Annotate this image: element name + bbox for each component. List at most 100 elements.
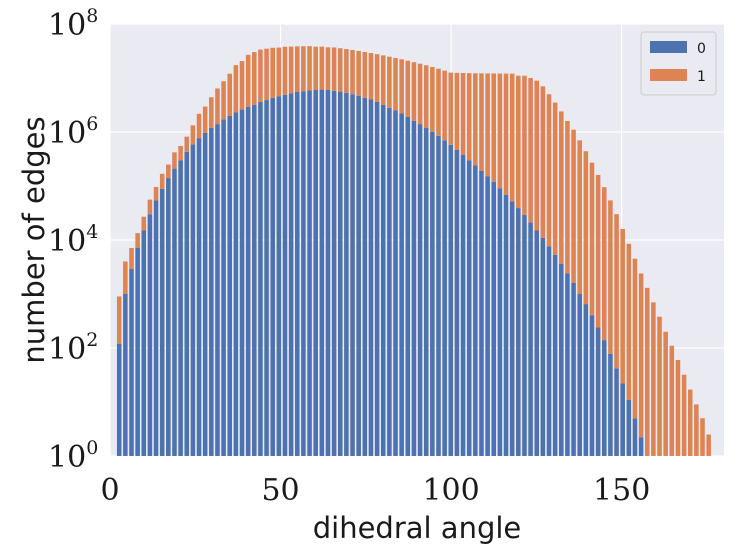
x-tick-label: 0 [100,473,119,508]
bar-series-1 [491,73,497,182]
legend-swatch-0 [650,41,687,53]
bar-series-0 [632,418,638,456]
bar-series-1 [552,102,558,255]
bar-series-1 [166,164,171,179]
y-tick-labels: 100 102 104 106 108 [48,5,98,475]
bar-series-0 [608,353,613,456]
bar-series-0 [473,165,478,456]
bar-series-0 [319,89,325,456]
bar-series-1 [706,434,711,456]
bar-series-0 [331,90,337,456]
bar-series-0 [399,113,404,456]
bar-series-1 [595,174,601,328]
bar-series-1 [442,70,447,141]
bar-series-1 [669,345,675,456]
bar-series-1 [123,261,128,294]
bar-series-0 [540,237,546,456]
bar-series-1 [700,418,705,456]
bar-series-0 [350,94,355,457]
bar-series-0 [565,273,570,456]
bar-series-1 [258,49,263,102]
bar-series-0 [307,90,312,456]
bar-series-0 [393,110,398,457]
bar-series-0 [344,92,349,457]
bar-series-0 [116,343,122,456]
bar-series-1 [430,66,435,132]
bar-series-1 [614,214,619,369]
bar-series-1 [411,62,417,121]
bar-series-0 [454,149,460,456]
bar-series-1 [534,80,539,231]
bar-series-0 [209,127,214,456]
bar-series-0 [227,115,232,456]
bar-series-0 [166,178,171,457]
bar-series-0 [509,201,515,456]
bar-series-1 [172,152,177,169]
bar-series-1 [325,47,331,90]
bar-series-1 [528,77,533,223]
bar-series-0 [264,100,269,456]
legend: 0 1 [640,31,717,96]
bar-series-1 [466,73,472,161]
bar-series-0 [448,144,454,456]
bar-series-0 [153,200,159,456]
bar-series-1 [331,47,337,91]
bar-series-0 [184,151,190,456]
bar-series-1 [239,61,245,110]
bar-series-1 [540,86,546,238]
bar-series-1 [276,47,282,97]
bar-series-0 [239,109,245,457]
bar-series-0 [325,89,331,457]
y-tick-label: 106 [48,113,98,151]
bar-series-0 [485,176,490,456]
bar-series-1 [626,243,632,400]
bar-series-0 [258,101,263,457]
y-tick-label: 102 [48,329,98,367]
bar-series-1 [368,53,374,100]
bar-series-0 [430,132,435,456]
bar-series-1 [559,111,564,264]
legend-label-0: 0 [697,41,706,57]
bar-series-1 [362,52,368,98]
bar-series-1 [583,151,589,305]
y-tick-label: 108 [48,5,98,43]
bar-series-1 [393,57,398,111]
bar-series-0 [288,93,294,457]
bar-series-1 [608,200,613,354]
bar-series-1 [295,46,300,93]
bar-series-1 [448,72,454,145]
bar-series-0 [356,95,361,456]
bar-series-0 [313,89,318,457]
bar-series-1 [307,46,312,91]
bar-series-0 [252,104,257,457]
bar-series-0 [491,181,497,456]
series-0-bars [116,89,644,457]
bar-series-0 [387,107,392,457]
bar-series-1 [663,331,668,456]
y-tick-label: 100 [48,437,98,475]
bar-series-1 [337,48,343,92]
bar-series-0 [466,160,472,456]
bar-series-0 [546,246,552,456]
bar-series-0 [626,399,632,456]
bar-series-0 [245,107,251,456]
bar-series-0 [516,208,521,456]
bar-series-1 [546,94,552,247]
bar-series-0 [129,269,134,456]
x-tick-label: 150 [593,473,650,508]
bar-series-1 [423,65,429,128]
bar-series-0 [589,315,595,456]
bar-series-0 [374,101,380,457]
bar-series-0 [559,263,564,456]
bar-series-0 [503,194,509,456]
bar-series-0 [135,248,140,456]
bar-series-1 [436,68,441,136]
bar-series-1 [417,63,423,125]
bar-series-0 [270,97,275,457]
bar-series-0 [233,112,239,456]
bar-series-1 [460,72,466,155]
x-axis-label: dihedral angle [313,511,522,545]
bar-series-1 [454,72,460,150]
bar-series-0 [479,170,484,456]
